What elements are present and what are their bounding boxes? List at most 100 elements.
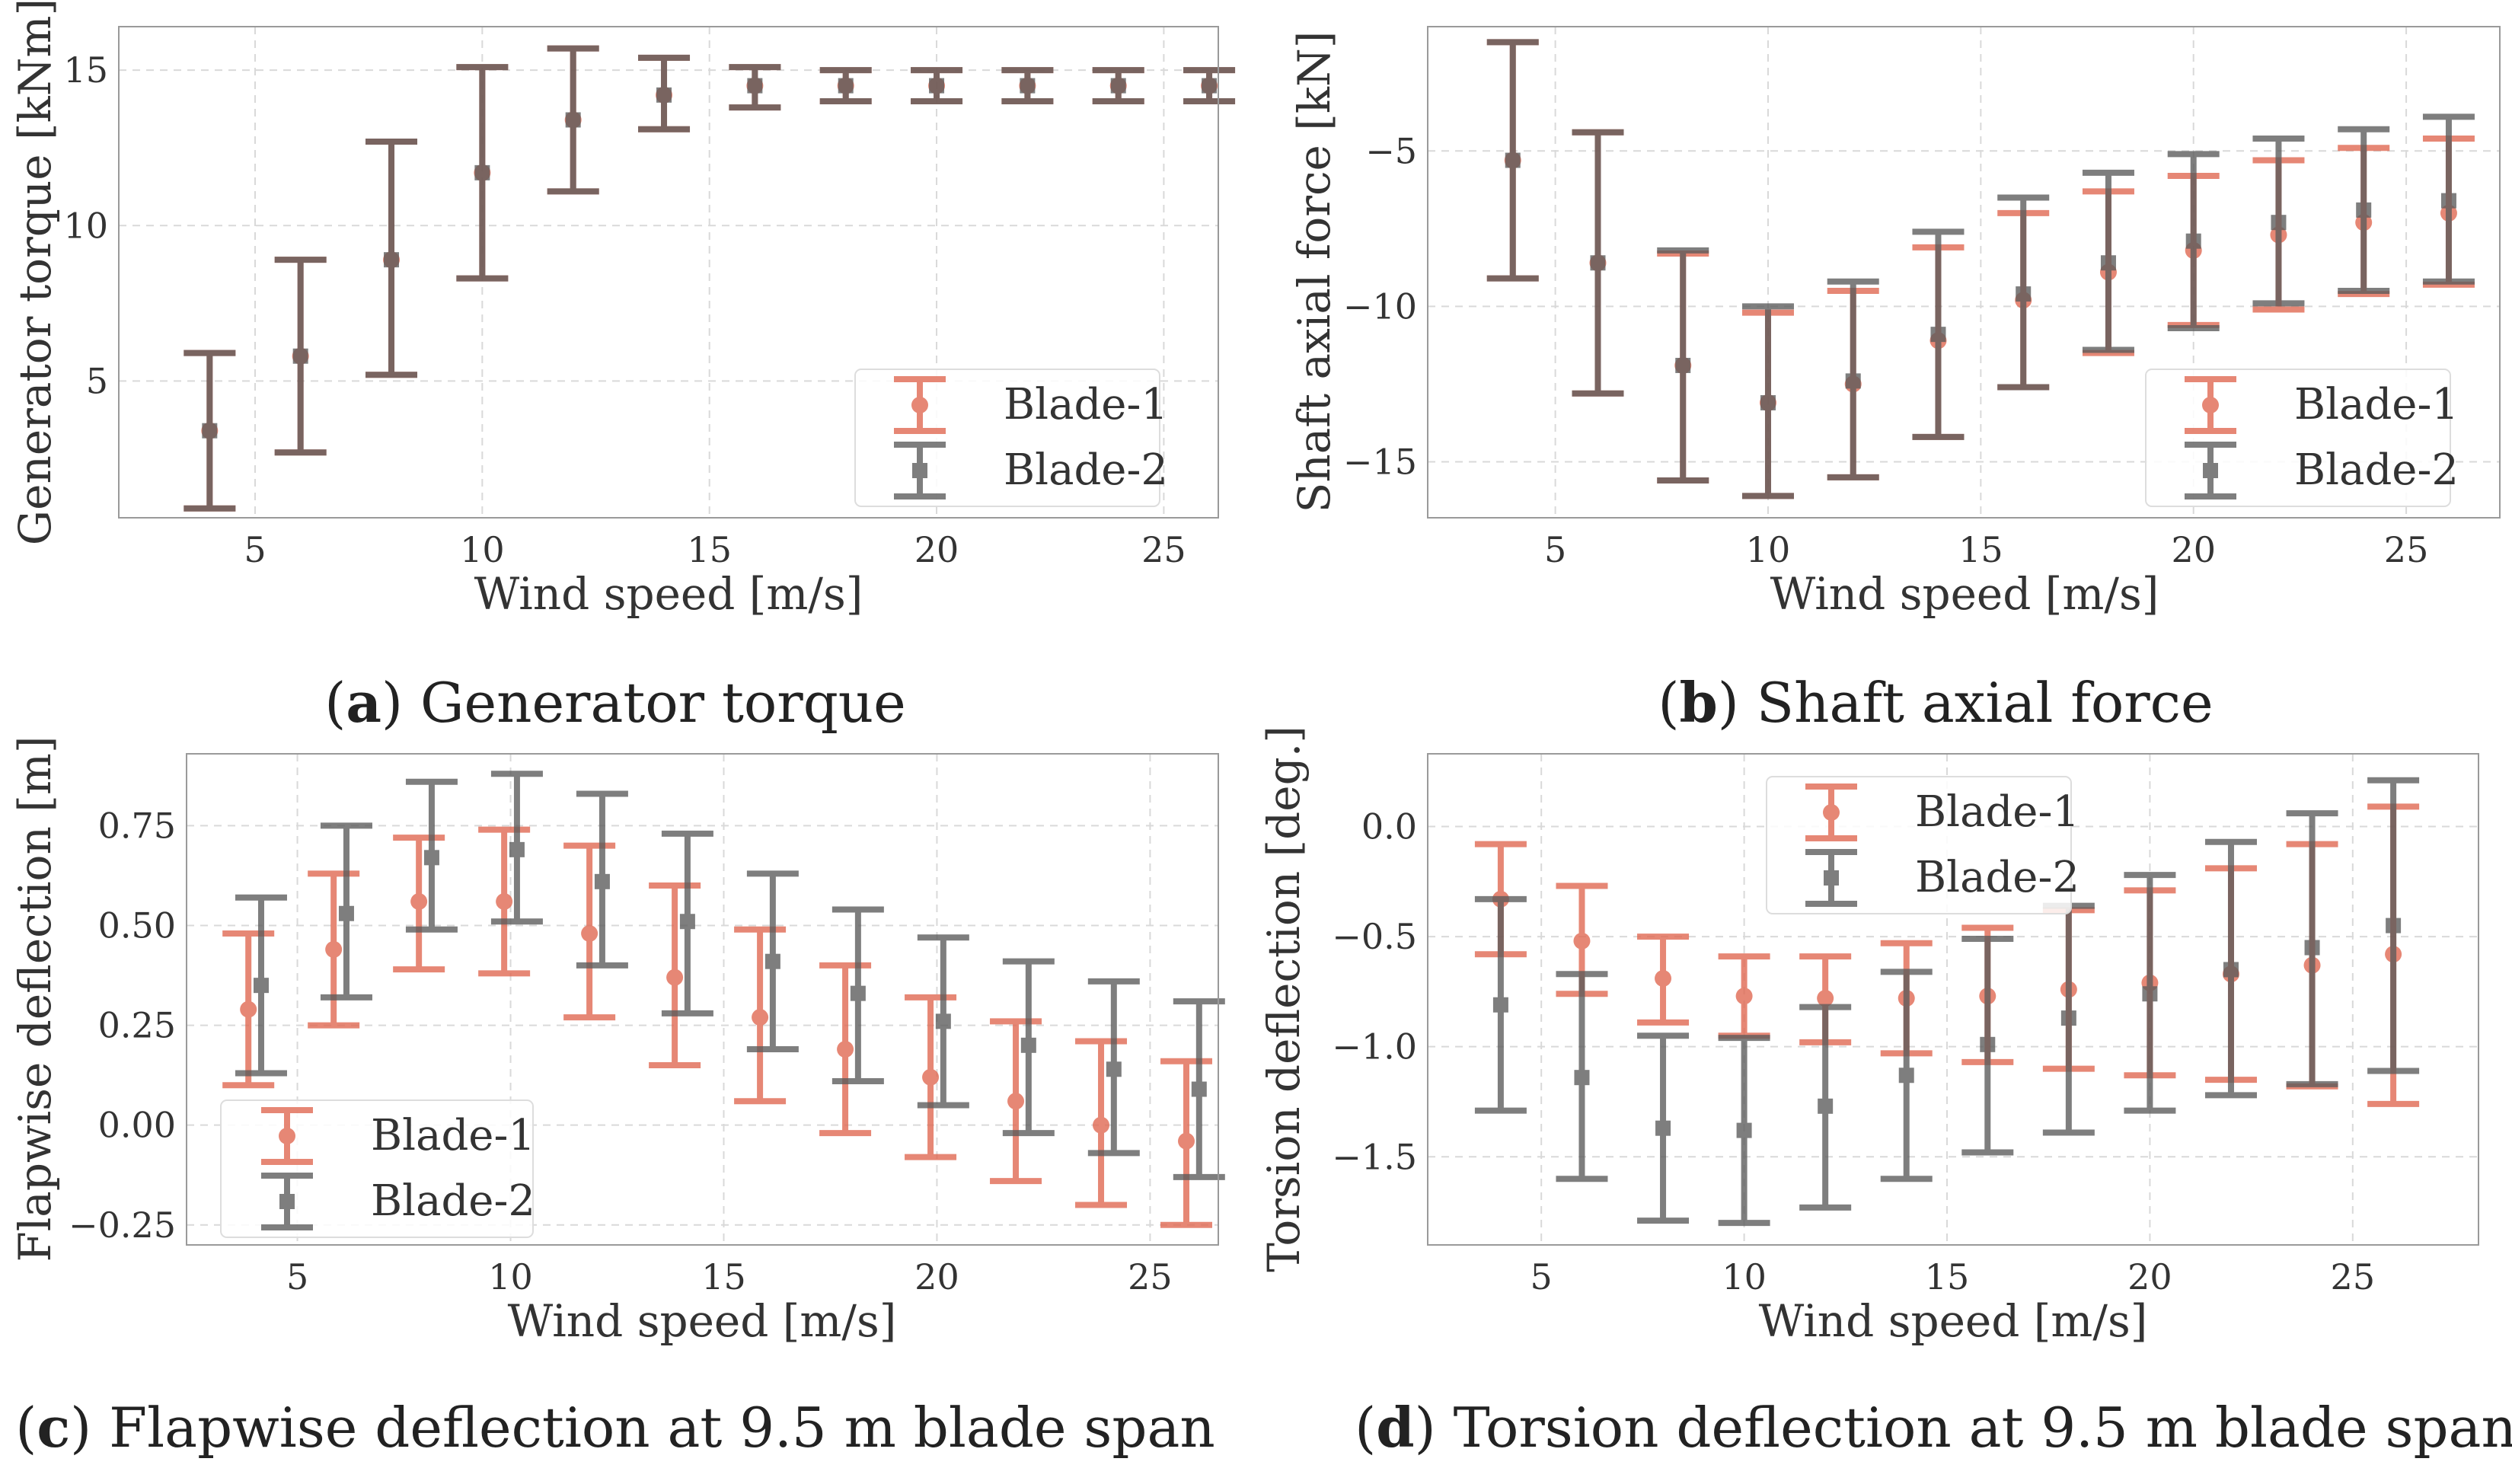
mean-point <box>1020 1037 1036 1053</box>
y-tick-label: 0.75 <box>98 805 176 846</box>
panel-caption: (c) Flapwise deflection at 9.5 m blade s… <box>15 1395 1215 1460</box>
series-blade-2 <box>1486 39 2475 499</box>
error-bar <box>1572 129 1624 397</box>
error-bar <box>308 870 360 1029</box>
error-bar <box>490 771 543 925</box>
error-bar <box>1997 194 2050 391</box>
error-bar <box>563 842 616 1021</box>
plot-frame <box>186 753 1219 1246</box>
error-bar <box>1474 895 1527 1114</box>
panel-shaft-axial-force: 5 10 15 20 25 −15 −10 −5 Wind speed [m/s] Shaft… <box>1288 26 2501 735</box>
mean-point <box>1845 373 1861 389</box>
mean-point <box>410 893 428 911</box>
mean-point <box>474 164 490 180</box>
x-tick-label: 15 <box>701 1256 746 1297</box>
error-bar <box>2082 169 2134 353</box>
legend: Blade-1 Blade-2 <box>1766 776 2080 914</box>
error-bar <box>661 830 713 1016</box>
error-bar <box>184 349 236 512</box>
y-tick-label: −10 <box>1343 286 1417 327</box>
legend-entry-blade-1: Blade-1 <box>894 376 1168 434</box>
error-bar <box>576 790 628 969</box>
mean-point <box>837 1041 854 1058</box>
error-bar <box>1741 303 1794 499</box>
error-bar <box>2338 126 2390 294</box>
panel-caption: (a) Generator torque <box>324 670 906 735</box>
mean-point <box>850 985 866 1001</box>
legend-marker <box>894 376 946 434</box>
mean-point <box>679 914 695 930</box>
error-bar <box>831 906 884 1084</box>
svg-text:Blade-1: Blade-1 <box>2294 380 2459 429</box>
legend: Blade-1 Blade-2 <box>220 1099 535 1238</box>
mean-point <box>2016 286 2032 302</box>
error-bar <box>746 870 799 1053</box>
error-bar <box>729 64 781 111</box>
legend-marker <box>1805 849 1857 907</box>
error-bar <box>274 257 327 456</box>
error-bar <box>235 894 287 1077</box>
error-bar <box>393 835 445 973</box>
mean-point <box>2304 940 2320 956</box>
mean-point <box>1573 932 1591 949</box>
error-bar <box>2124 872 2176 1114</box>
mean-point <box>666 969 684 986</box>
mean-point <box>1505 152 1521 168</box>
error-bar <box>1880 969 1933 1182</box>
mean-point <box>338 905 354 921</box>
y-tick-label: 0.00 <box>98 1105 176 1146</box>
legend-marker <box>894 442 946 499</box>
mean-point <box>509 841 525 857</box>
legend-marker <box>1805 783 1857 841</box>
error-bar <box>1173 998 1225 1180</box>
mean-point <box>581 924 598 942</box>
error-bar <box>405 778 458 933</box>
mean-point <box>1093 1116 1110 1134</box>
x-tick-label: 20 <box>2127 1256 2172 1297</box>
x-tick-label: 10 <box>1722 1256 1767 1297</box>
svg-text:Blade-1: Blade-1 <box>1004 380 1168 429</box>
series-blade-2 <box>1474 777 2420 1227</box>
error-bar <box>1075 1038 1128 1208</box>
x-tick-label: 5 <box>1544 529 1566 570</box>
mean-point <box>384 252 400 268</box>
plot-frame <box>1427 26 2501 519</box>
error-bar <box>1087 978 1140 1157</box>
mean-point <box>1007 1093 1025 1110</box>
legend-entry-blade-1: Blade-1 <box>261 1107 535 1165</box>
mean-point <box>1930 327 1946 343</box>
mean-point <box>1760 394 1776 410</box>
y-tick-label: 0.0 <box>1361 806 1417 847</box>
mean-point <box>292 348 308 364</box>
error-bar <box>1002 958 1055 1137</box>
error-bar <box>819 962 872 1137</box>
y-tick-label: −0.25 <box>69 1205 176 1246</box>
error-bar <box>547 45 599 195</box>
mean-point <box>1492 997 1508 1013</box>
x-tick-label: 25 <box>1128 1256 1173 1297</box>
x-axis-label: Wind speed [m/s] <box>508 1295 897 1347</box>
mean-point <box>764 953 780 969</box>
mean-point <box>1590 255 1606 271</box>
error-bar <box>1183 67 1236 104</box>
x-tick-label: 15 <box>1925 1256 1970 1297</box>
x-tick-label: 5 <box>1531 1256 1553 1297</box>
mean-point <box>1574 1070 1590 1086</box>
error-bar <box>2252 135 2305 307</box>
panel-generator-torque: 5 10 15 20 25 5 10 15 Wind speed [m/s] Generato… <box>9 0 1236 735</box>
error-bar <box>2204 838 2257 1099</box>
mean-point <box>1191 1081 1207 1097</box>
mean-point <box>656 87 672 103</box>
error-bar <box>638 54 691 132</box>
mean-point <box>240 1001 257 1018</box>
x-axis-label: Wind speed [m/s] <box>1759 1295 2148 1347</box>
mean-point <box>2223 962 2239 978</box>
mean-point <box>2356 202 2372 218</box>
svg-text:Blade-1: Blade-1 <box>371 1111 535 1160</box>
error-bar <box>1799 1004 1852 1211</box>
plot-frame <box>118 26 1219 519</box>
error-bar <box>1827 278 1879 480</box>
error-bar <box>911 67 963 104</box>
mean-point <box>935 1013 951 1029</box>
